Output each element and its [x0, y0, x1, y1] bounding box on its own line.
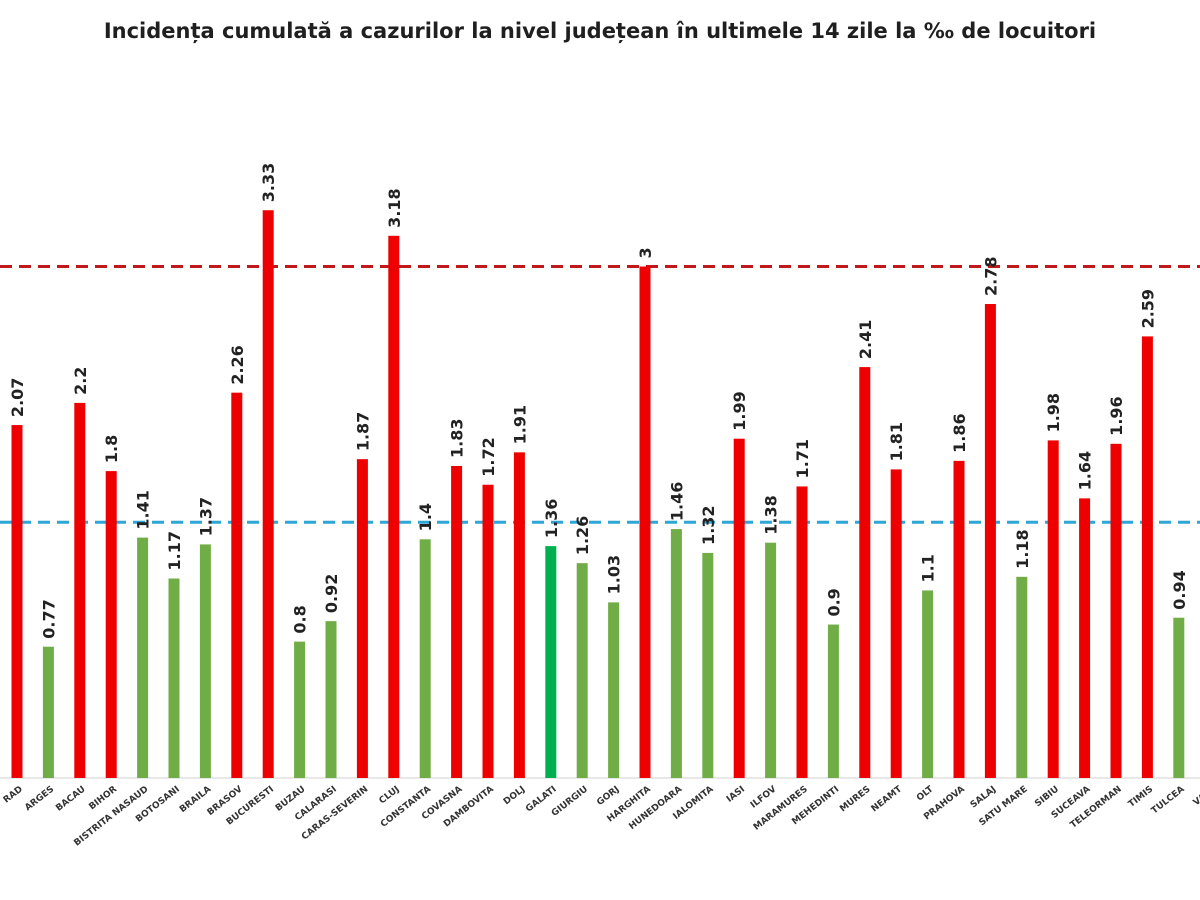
value-label: 1.8 [102, 435, 121, 463]
bar [1141, 336, 1153, 778]
value-label: 1.32 [699, 505, 718, 544]
x-tick-label: NEAMT [870, 784, 905, 814]
value-label: 1.71 [793, 439, 812, 478]
value-label: 2.41 [856, 320, 875, 359]
bar [231, 392, 243, 778]
value-label: 1.81 [887, 422, 906, 461]
x-tick-label: MURES [838, 784, 872, 814]
bar [859, 367, 871, 778]
value-label: 0.77 [39, 599, 58, 638]
value-label: 1.17 [165, 531, 184, 570]
bar [1079, 498, 1091, 778]
bar [356, 459, 368, 778]
value-label: 1.1 [919, 554, 938, 582]
value-label: 1.38 [762, 495, 781, 534]
value-label: 0.9 [824, 588, 843, 616]
bar [419, 539, 431, 778]
bar [984, 304, 996, 778]
value-label: 3.18 [385, 188, 404, 227]
value-label: 1.36 [542, 499, 561, 538]
chart-title: Incidența cumulată a cazurilor la nivel … [104, 19, 1096, 44]
x-tick-label: CLUJ [378, 784, 402, 806]
bar [388, 235, 400, 778]
bar [1110, 443, 1122, 778]
bar [702, 552, 714, 778]
bar [545, 546, 557, 778]
value-label: 1.46 [667, 482, 686, 521]
bar [168, 578, 180, 778]
bar [670, 529, 682, 778]
value-label: 1.83 [448, 419, 467, 458]
value-label: 1.86 [950, 413, 969, 452]
bar [608, 602, 620, 778]
x-tick-label: BACAU [54, 784, 87, 813]
value-label: 1.18 [1013, 529, 1032, 568]
x-tick-label: GORJ [595, 784, 621, 807]
x-tick-label: SIBIU [1033, 784, 1061, 809]
value-label: 1.03 [605, 555, 624, 594]
x-tick-label: ARGES [23, 784, 56, 813]
value-label: 1.4 [416, 503, 435, 531]
bar [74, 402, 86, 778]
value-label: 1.41 [134, 490, 153, 529]
value-label: 3.33 [259, 163, 278, 202]
value-label: 0.94 [1170, 570, 1189, 609]
bar [922, 590, 934, 778]
bar [953, 460, 965, 778]
x-tick-label: TULCEA [1150, 784, 1187, 816]
bar [765, 542, 777, 778]
bar [105, 471, 117, 778]
bar [1173, 617, 1185, 778]
bar [513, 452, 525, 778]
bar [262, 210, 274, 779]
bar [11, 425, 23, 778]
bar [325, 621, 337, 778]
value-label: 1.64 [1076, 451, 1095, 490]
value-label: 1.98 [1044, 393, 1063, 432]
value-label: 1.96 [1107, 396, 1126, 435]
bar [890, 469, 902, 778]
bar [137, 537, 149, 778]
bar [796, 486, 808, 778]
bar [482, 484, 494, 778]
value-label: 2.59 [1138, 289, 1157, 328]
x-tick-label: RAD [2, 784, 25, 805]
x-tick-label: IASI [725, 784, 747, 804]
value-label: 2.07 [8, 378, 27, 417]
bar [294, 641, 306, 778]
value-label: 2.2 [71, 367, 90, 395]
x-tick-label: MARAMURES [752, 784, 810, 832]
value-label: 1.26 [573, 516, 592, 555]
value-label: 1.99 [730, 391, 749, 430]
value-label: 0.8 [291, 605, 310, 633]
bar [451, 465, 463, 778]
bar [639, 266, 651, 778]
value-label: 2.78 [981, 257, 1000, 296]
value-label: 0.92 [322, 574, 341, 613]
x-tick-label: VALC [1192, 784, 1200, 808]
value-label: 1.72 [479, 437, 498, 476]
value-label: 1.37 [196, 497, 215, 536]
bar [1016, 576, 1028, 778]
value-label: 3 [636, 247, 655, 258]
bar [1047, 440, 1059, 778]
bar [42, 646, 54, 778]
value-label: 2.26 [228, 345, 247, 384]
x-tick-label: TIMIS [1127, 784, 1155, 809]
value-label: 1.87 [353, 412, 372, 451]
bar [827, 624, 839, 778]
bar [733, 438, 745, 778]
x-tick-label: HUNEDOARA [627, 784, 684, 831]
value-label: 1.91 [510, 405, 529, 444]
bar [199, 544, 211, 778]
x-tick-label: OLT [915, 784, 936, 804]
x-tick-label: DOLJ [502, 784, 527, 807]
bar [576, 563, 588, 778]
